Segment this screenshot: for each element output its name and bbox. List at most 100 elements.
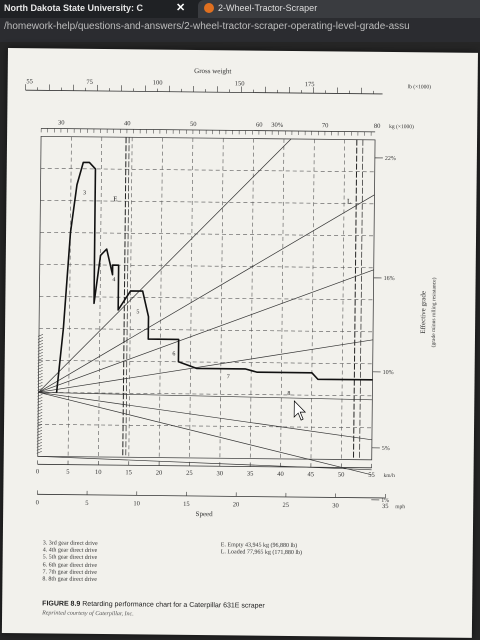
browser-tab-active[interactable]: North Dakota State University: C [0, 0, 204, 18]
kmh-axis-line [37, 463, 372, 469]
mph-tick-label: 15 [183, 501, 190, 508]
grid-vertical [249, 138, 254, 459]
hatch-mark [37, 391, 43, 394]
kg-axis-line [41, 127, 376, 133]
browser-tab-bar: North Dakota State University: C ✕ 2-Whe… [0, 0, 480, 18]
mouse-cursor-icon [293, 400, 307, 421]
kg-extra-label: 30% [271, 122, 284, 129]
grade-line [38, 391, 372, 441]
mph-axis-line [37, 493, 386, 499]
grid-vertical [341, 139, 345, 460]
gear-label: 5 [136, 309, 139, 315]
kmh-tick-label: 40 [277, 471, 284, 478]
hatch-mark [37, 379, 43, 382]
grade-label: 10% [383, 370, 394, 376]
empty-marker-label: E [113, 195, 117, 203]
kmh-tick-label: 35 [247, 471, 254, 478]
hatch-mark [37, 418, 43, 421]
grade-line [38, 391, 373, 401]
kg-unit-label: kg (×1000) [389, 123, 414, 130]
grade-line [38, 269, 374, 393]
textbook-page: Gross weight 55 75 100 150 175 lb (×1000) 30 40 5… [1, 48, 478, 638]
grade-line [38, 138, 292, 393]
figure-number: FIGURE 8.9 [42, 600, 81, 608]
hatch-mark [36, 445, 42, 448]
mph-tick-label: 10 [133, 500, 140, 507]
hatch-mark [37, 382, 43, 385]
gear-label: 3 [83, 190, 86, 196]
hatch-mark [36, 436, 43, 439]
mph-tick-label: 25 [283, 502, 290, 509]
gear-label: 4 [112, 277, 115, 283]
plot-frame [37, 135, 376, 461]
hatch-mark [37, 358, 43, 361]
loaded-marker-line [359, 139, 364, 460]
mph-tick-label: 30 [332, 502, 339, 509]
figure-text: Retarding performance chart for a Caterp… [82, 600, 265, 610]
legend-entry: L. Loaded 77,965 kg (171,880 lb) [220, 549, 303, 557]
hatch-mark [37, 403, 43, 406]
grid-vertical [310, 139, 315, 460]
hatch-mark [37, 409, 43, 412]
hatch-mark [37, 361, 43, 364]
grade-label: 5% [382, 446, 390, 452]
kmh-tick-label: 15 [125, 469, 132, 476]
grade-line [38, 339, 374, 393]
hatch-mark [37, 397, 43, 400]
hatch-mark [37, 412, 43, 415]
grid-vertical [67, 136, 72, 457]
x-axis-label: Speed [196, 510, 214, 518]
hatch-mark [37, 349, 43, 352]
hatch-mark [37, 373, 43, 376]
grade-line [38, 194, 375, 393]
lb-tick-label: 75 [86, 79, 93, 86]
browser-tab-chegg[interactable]: 2-Wheel-Tractor-Scraper [198, 0, 480, 18]
kmh-unit-label: km/h [384, 473, 396, 479]
lb-axis-line [25, 89, 383, 95]
kmh-tick-label: 0 [36, 468, 39, 475]
hatch-mark [37, 406, 43, 409]
lb-tick-label: 175 [305, 81, 315, 88]
grade-label: 1% [381, 498, 389, 504]
hatch-mark [36, 421, 43, 424]
grid-horizontal [40, 168, 375, 173]
grid-horizontal [40, 200, 375, 205]
hatch-mark [36, 451, 42, 454]
right-axis-label: Effective grade [419, 291, 427, 334]
hatch-mark [37, 394, 43, 397]
kg-tick-label: 40 [124, 120, 131, 127]
close-tab-icon[interactable]: ✕ [176, 2, 186, 14]
kmh-tick-label: 50 [338, 471, 345, 478]
hatch-mark [37, 337, 44, 340]
lb-unit-label: lb (×1000) [408, 83, 432, 90]
grid-horizontal [38, 360, 373, 365]
hatch-mark [37, 376, 43, 379]
chart-title: Gross weight [194, 67, 231, 75]
hatch-mark [37, 334, 44, 337]
hatch-mark [36, 424, 43, 427]
gear-label: 8 [287, 391, 290, 397]
kg-tick-label: 60 [256, 122, 263, 129]
grid-horizontal [38, 424, 373, 429]
kg-tick-label: 30 [58, 120, 65, 127]
figure-caption: FIGURE 8.9 Retarding performance chart f… [42, 600, 265, 609]
hatch-mark [37, 370, 43, 373]
hatch-mark [37, 385, 43, 388]
site-favicon-icon [204, 3, 214, 13]
legend-entry: 5. 5th gear direct drive [42, 554, 98, 562]
kg-tick-label: 50 [190, 121, 197, 128]
grid-vertical [128, 137, 133, 458]
retarding-curve [55, 161, 373, 393]
grade-label: 22% [385, 156, 396, 162]
kg-tick-label: 70 [322, 122, 329, 129]
gear-label: 6 [172, 351, 175, 357]
grid-vertical [219, 138, 224, 459]
hatch-mark [37, 340, 44, 343]
weight-legend: E. Empty 43,945 kg (96,880 lb) L. Loaded … [221, 542, 302, 557]
address-bar[interactable]: /homework-help/questions-and-answers/2-w… [0, 18, 480, 42]
hatch-mark [37, 355, 43, 358]
hatch-mark [37, 415, 43, 418]
hatch-mark [37, 367, 43, 370]
mph-unit-label: mph [395, 504, 405, 510]
